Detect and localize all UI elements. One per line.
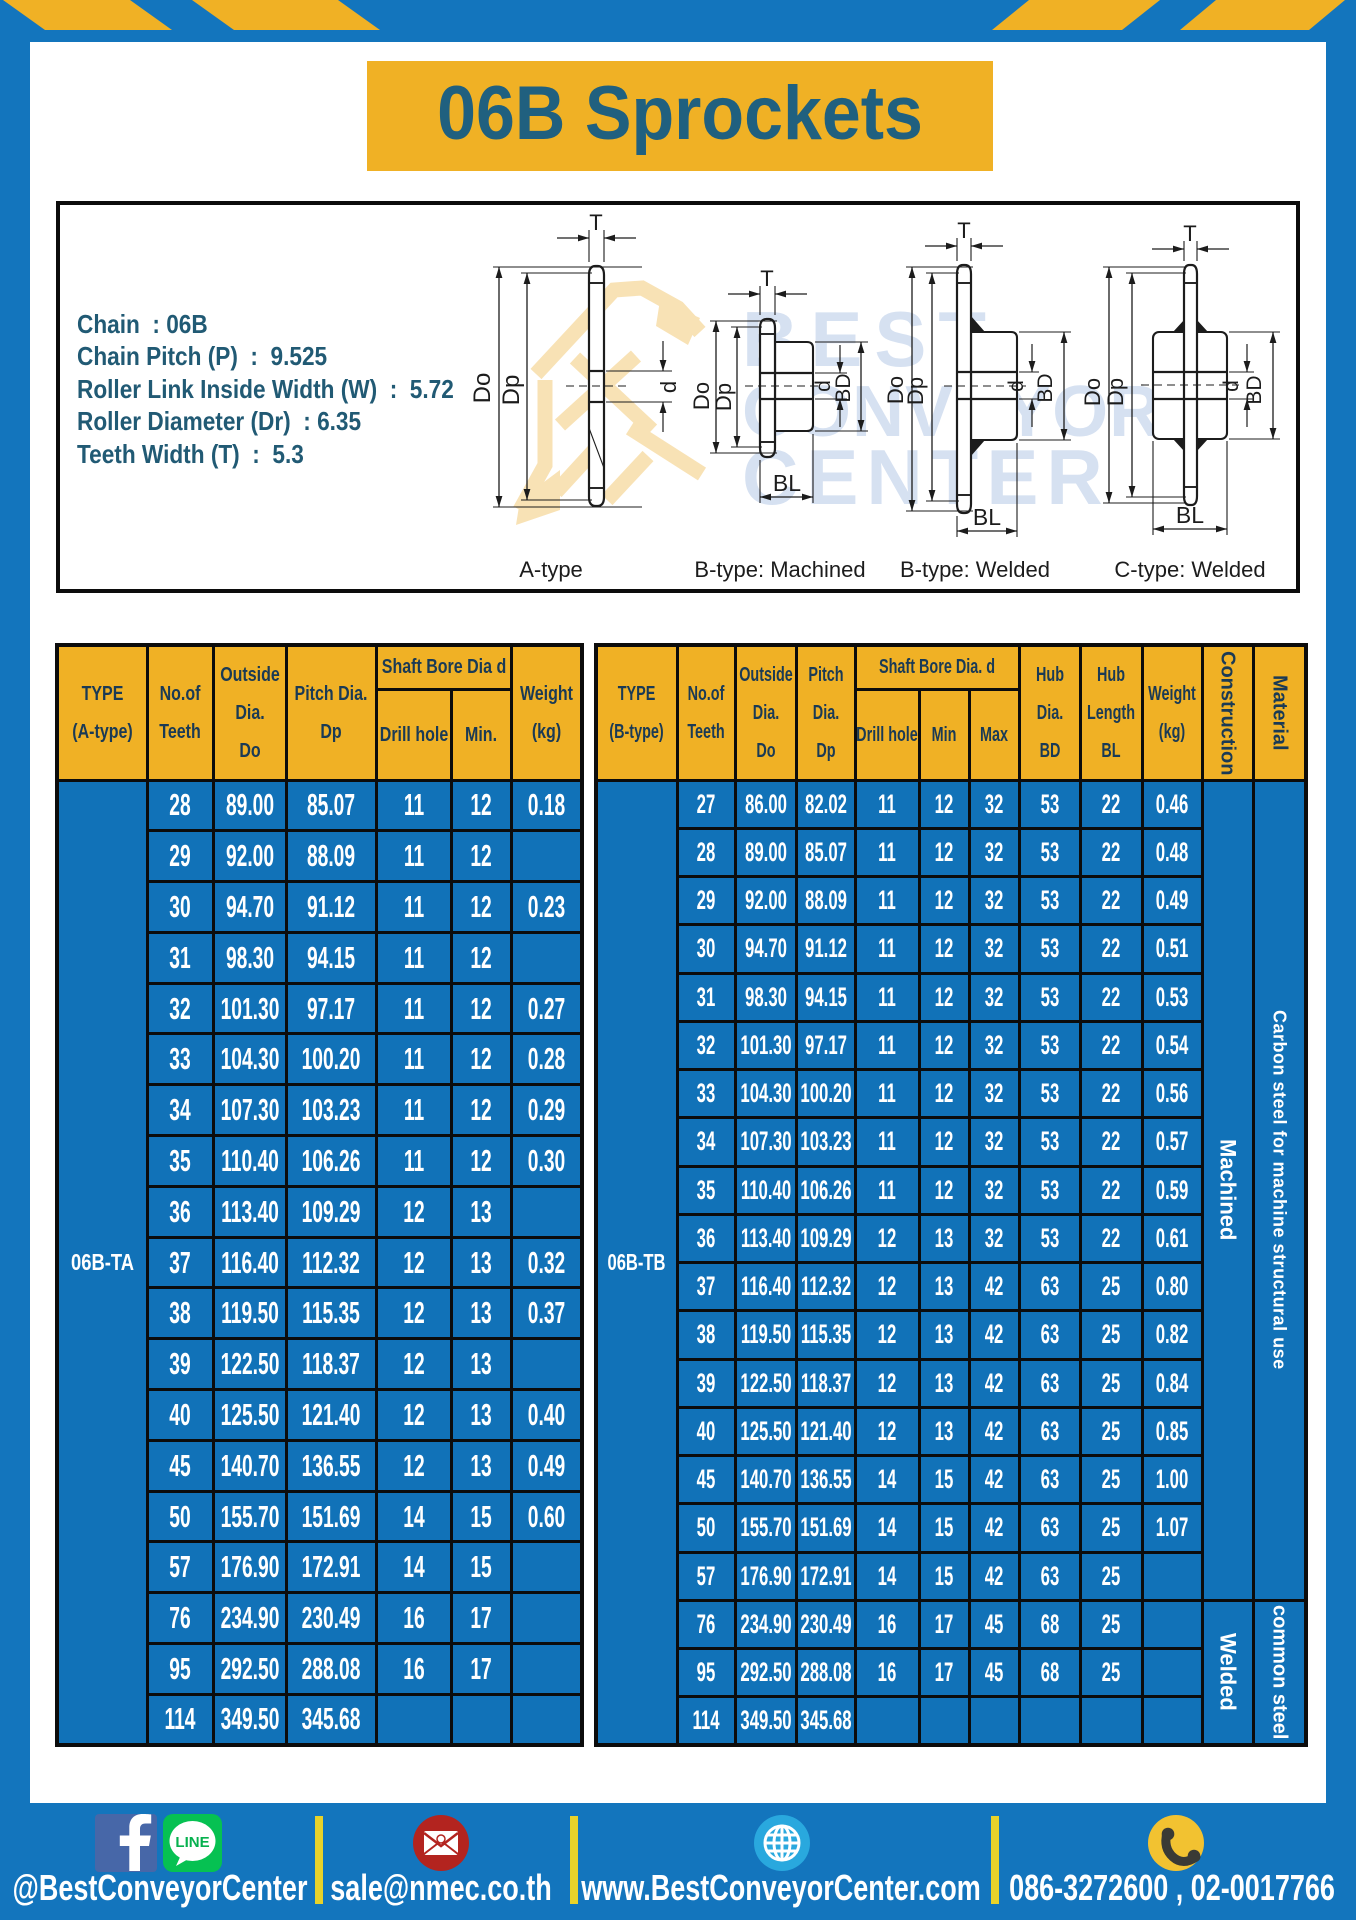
svg-text:d: d — [1220, 380, 1243, 392]
svg-text:LINE: LINE — [175, 1834, 209, 1851]
svg-text:Dp: Dp — [711, 383, 736, 411]
svg-text:A-type: A-type — [519, 557, 583, 582]
svg-text:Do: Do — [883, 376, 908, 404]
svg-text:Do: Do — [689, 382, 714, 410]
svg-text:d: d — [656, 381, 681, 393]
svg-text:Dp: Dp — [498, 375, 525, 406]
svg-text:T: T — [589, 210, 602, 235]
svg-text:BL: BL — [1176, 502, 1204, 528]
svg-text:BD: BD — [1243, 375, 1266, 404]
svg-text:CENTER: CENTER — [742, 433, 1111, 521]
svg-text:BL: BL — [973, 504, 1001, 530]
svg-text:Dp: Dp — [903, 377, 928, 405]
svg-text:d: d — [1005, 380, 1028, 392]
svg-text:B-type: Welded: B-type: Welded — [900, 557, 1050, 582]
svg-text:Do: Do — [469, 373, 496, 404]
svg-text:T: T — [760, 266, 773, 291]
svg-text:B-type: Machined: B-type: Machined — [694, 557, 865, 582]
svg-text:d: d — [812, 380, 835, 392]
svg-text:Do: Do — [1080, 378, 1105, 406]
svg-text:BL: BL — [773, 470, 801, 496]
svg-text:Dp: Dp — [1103, 378, 1128, 406]
svg-text:BD: BD — [1034, 373, 1057, 402]
svg-text:T: T — [1183, 221, 1196, 246]
svg-text:BD: BD — [832, 373, 855, 402]
svg-text:C-type: Welded: C-type: Welded — [1114, 557, 1265, 582]
svg-text:T: T — [957, 218, 970, 243]
